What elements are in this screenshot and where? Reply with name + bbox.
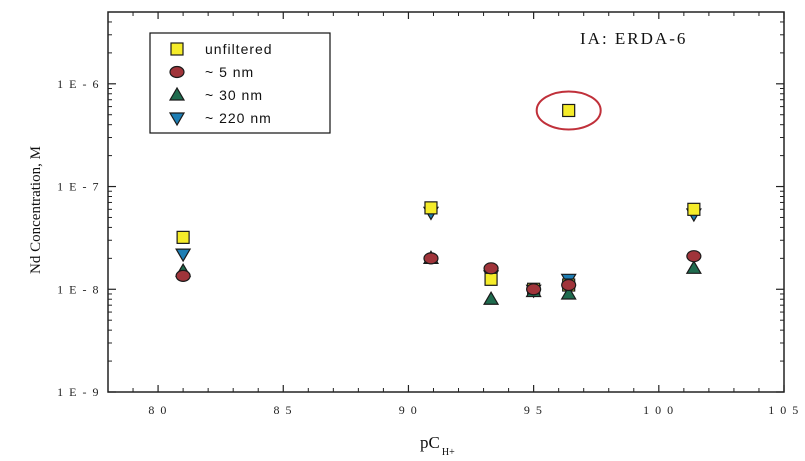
x-tick-label: 9 0 (399, 403, 419, 417)
legend-label: unfiltered (205, 41, 273, 57)
data-point-square (424, 201, 438, 215)
x-axis-title-main: pC (420, 433, 440, 452)
legend-marker-circle (169, 65, 185, 79)
legend-label: ~ 5 nm (205, 64, 254, 80)
chart-annotation: IA: ERDA-6 (580, 29, 687, 48)
legend-items: unfiltered ~ 5 nm ~ 30 nm ~ 220 nm (168, 41, 273, 127)
legend-marker-square (170, 42, 184, 56)
y-tick-label: 1 E - 8 (57, 282, 100, 296)
x-axis-title-sub: H+ (442, 447, 455, 458)
data-point-circle (423, 252, 439, 265)
y-tick-label: 1 E - 6 (57, 77, 100, 91)
data-point-square (176, 230, 190, 244)
series-layer (175, 90, 702, 305)
data-point-circle (686, 250, 702, 263)
data-point-square (687, 202, 701, 216)
y-axis-title: Nd Concentration, M (28, 146, 44, 274)
data-point-square (484, 272, 498, 286)
legend: unfiltered ~ 5 nm ~ 30 nm ~ 220 nm (149, 32, 331, 134)
x-tick-label: 8 0 (148, 403, 168, 417)
data-point-triangle-up (685, 260, 702, 274)
data-point-triangle-up (483, 291, 500, 305)
data-point-triangle-down (175, 248, 192, 263)
legend-label: ~ 30 nm (205, 87, 263, 103)
x-axis-title: pCH+ (420, 433, 455, 458)
y-tick-label: 1 E - 9 (57, 385, 100, 399)
x-tick-label: 1 0 0 (643, 403, 675, 417)
highlight-ellipse (535, 90, 602, 131)
data-point-square (562, 103, 576, 118)
legend-label: ~ 220 nm (205, 110, 272, 126)
data-point-circle (483, 262, 499, 275)
data-point-circle (175, 269, 191, 282)
y-tick-label: 1 E - 7 (57, 180, 100, 194)
x-tick-label: 1 0 5 (768, 403, 800, 417)
legend-marker-triangle-up (168, 86, 186, 101)
data-point-circle (526, 283, 542, 296)
data-point-triangle-up (560, 285, 577, 300)
x-tick-label: 9 5 (524, 403, 544, 417)
tick-group: 8 0 8 5 9 0 9 5 1 0 0 1 0 5 1 E - 9 1 E - 8 1 E … (57, 11, 800, 417)
x-tick-label: 8 5 (274, 403, 294, 417)
data-point-circle (561, 278, 577, 292)
legend-marker-triangle-down (168, 112, 186, 127)
